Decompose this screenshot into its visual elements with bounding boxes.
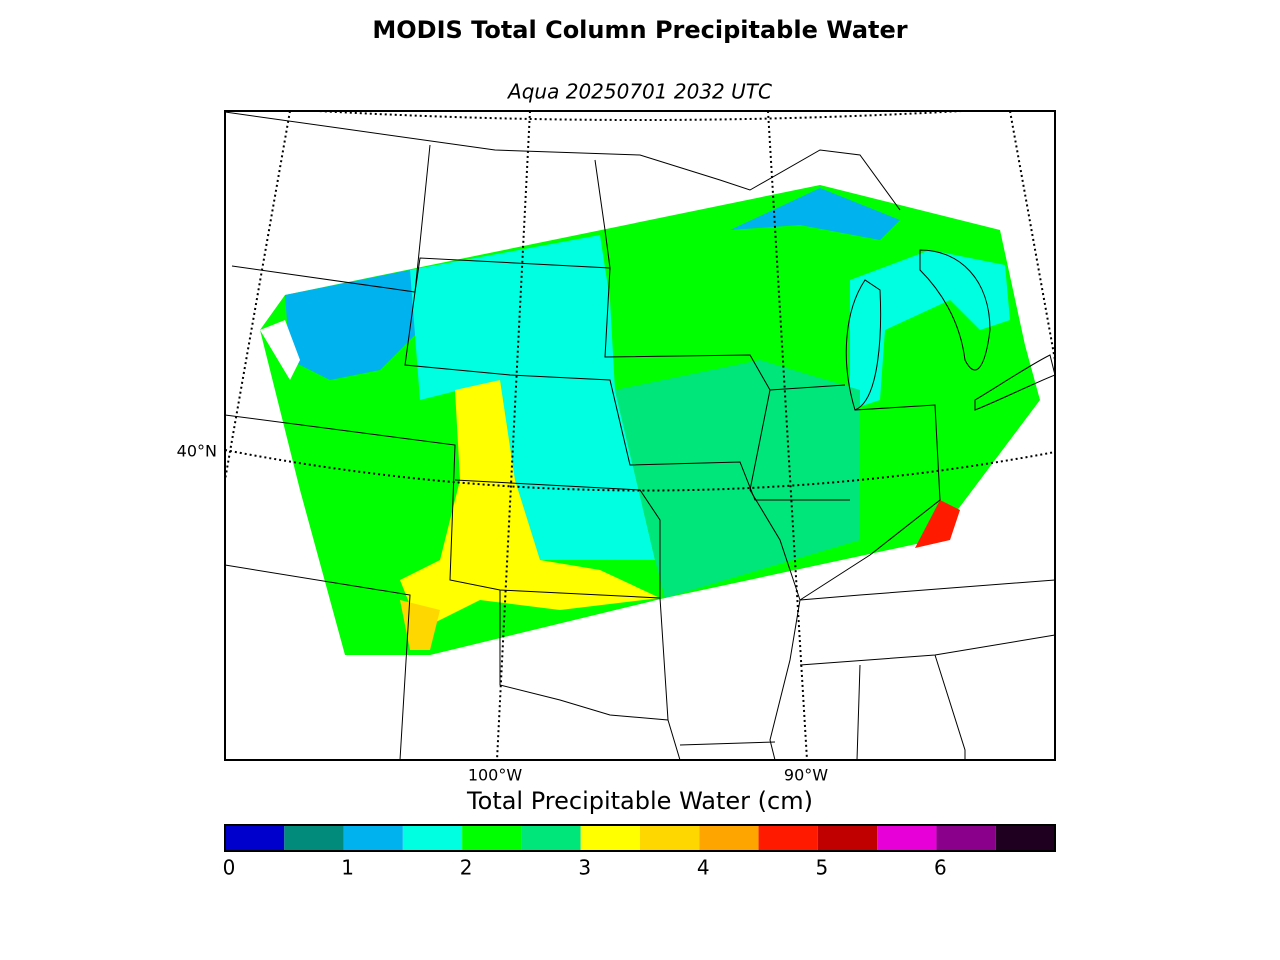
parallel bbox=[301, 111, 979, 121]
colorbar-segment bbox=[580, 825, 640, 851]
colorbar-segment bbox=[995, 825, 1055, 851]
lake-erie bbox=[974, 354, 1055, 411]
map-area bbox=[225, 111, 1055, 760]
border bbox=[799, 634, 1055, 666]
lon-label: 100°W bbox=[468, 766, 523, 785]
colorbar-segment bbox=[699, 825, 759, 851]
meridian bbox=[496, 111, 531, 760]
border bbox=[934, 654, 966, 760]
colorbar-tick-label: 1 bbox=[341, 856, 354, 880]
colorbar-segment bbox=[284, 825, 344, 851]
title: MODIS Total Column Precipitable Water bbox=[372, 16, 907, 44]
colorbar-segment bbox=[817, 825, 878, 851]
colorbar-frame bbox=[224, 824, 1056, 852]
colorbar-segment bbox=[640, 825, 700, 851]
colorbar-segment bbox=[343, 825, 403, 851]
colorbar-segment bbox=[521, 825, 581, 851]
colorbar-segment bbox=[758, 825, 818, 851]
border bbox=[679, 741, 776, 746]
colorbar-tick-label: 5 bbox=[815, 856, 828, 880]
colorbar-tick-label: 6 bbox=[934, 856, 947, 880]
parallel bbox=[225, 449, 1055, 492]
colorbar-segment bbox=[402, 825, 463, 851]
border bbox=[856, 664, 861, 760]
colorbar-tick-label: 0 bbox=[223, 856, 236, 880]
colorbar-segment bbox=[225, 825, 285, 851]
swath-teal bbox=[615, 360, 860, 598]
colorbar-tick-label: 3 bbox=[578, 856, 591, 880]
border bbox=[749, 389, 801, 760]
colorbar-segment bbox=[462, 825, 522, 851]
meridian bbox=[1009, 111, 1055, 361]
swath-red bbox=[915, 500, 960, 548]
colorbar-tick-label: 2 bbox=[460, 856, 473, 880]
swath-yellow bbox=[400, 600, 440, 650]
border bbox=[225, 111, 901, 211]
colorbar-segment bbox=[936, 825, 996, 851]
border bbox=[404, 144, 850, 501]
swath-blue bbox=[285, 270, 420, 380]
border bbox=[225, 564, 411, 760]
lake-michigan bbox=[845, 279, 882, 411]
border bbox=[799, 404, 1055, 601]
meridian bbox=[225, 111, 291, 481]
border bbox=[454, 479, 661, 598]
swath-blue bbox=[730, 188, 900, 240]
border bbox=[594, 159, 611, 269]
colorbar-tick-label: 4 bbox=[697, 856, 710, 880]
meridian bbox=[767, 111, 808, 760]
swath-cyan bbox=[410, 235, 655, 560]
lon-label: 90°W bbox=[784, 766, 828, 785]
colorbar-segment bbox=[877, 825, 937, 851]
colorbar-label: Total Precipitable Water (cm) bbox=[466, 787, 813, 815]
swath-cyan bbox=[850, 250, 1010, 410]
lake-huron bbox=[919, 249, 991, 371]
subtitle: Aqua 20250701 2032 UTC bbox=[506, 80, 772, 104]
border bbox=[499, 590, 669, 721]
swath-yellow bbox=[400, 380, 660, 630]
swath-white bbox=[260, 320, 300, 380]
lat-label: 40°N bbox=[177, 442, 217, 461]
map-frame bbox=[224, 110, 1056, 761]
